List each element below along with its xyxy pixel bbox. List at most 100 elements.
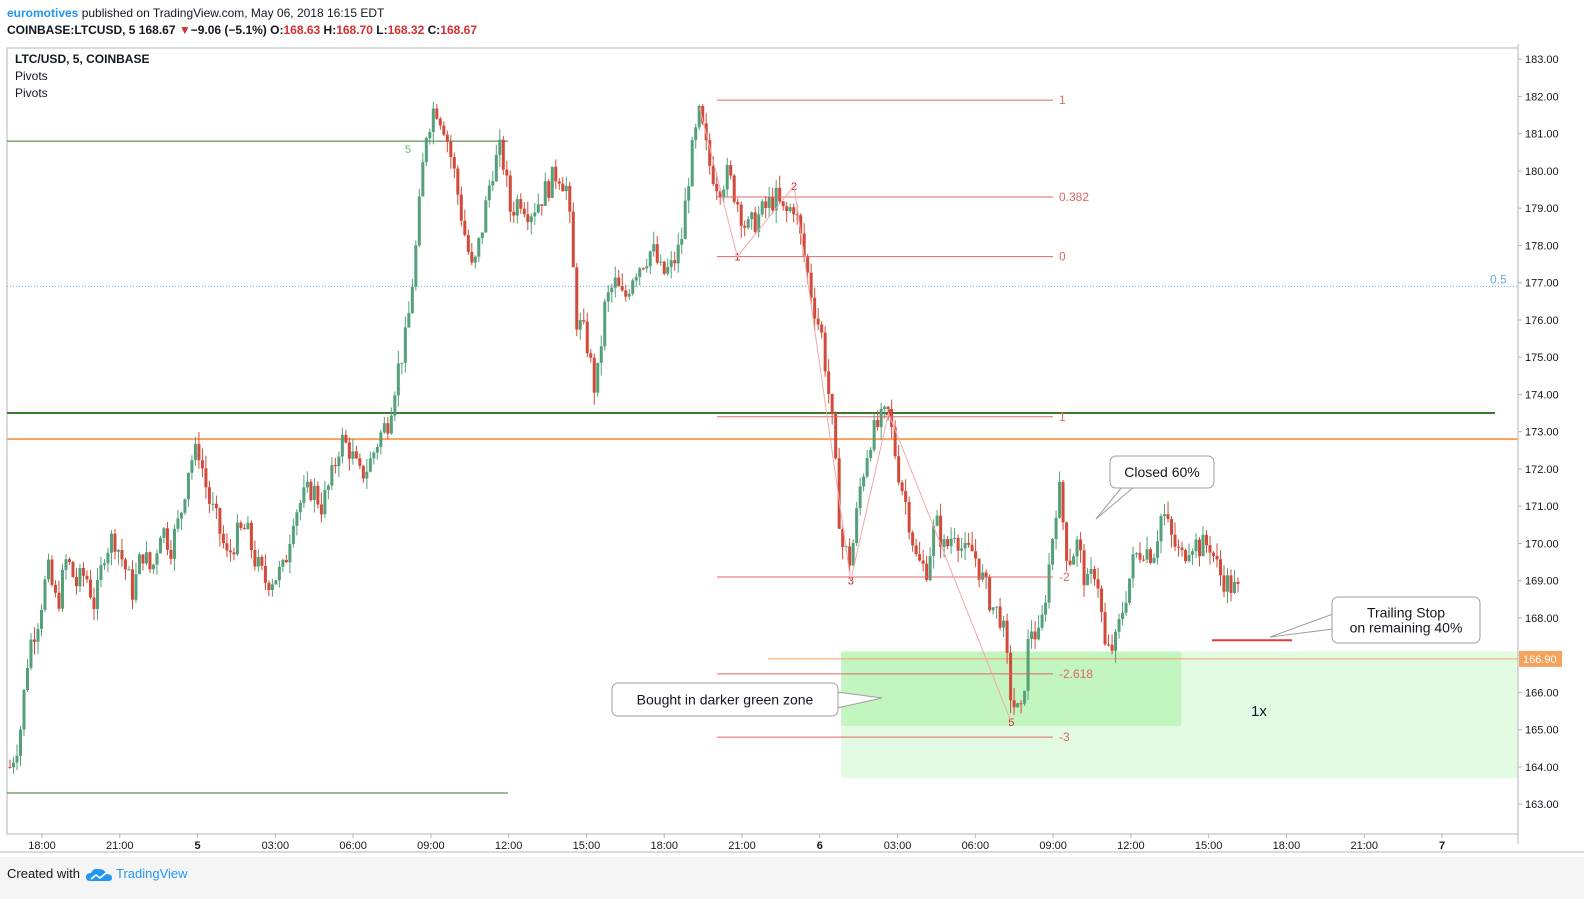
price-tick-label: 163.00	[1525, 799, 1559, 811]
time-tick-label: 6	[817, 840, 823, 852]
callout-trailing-stop-text: Trailing Stop	[1367, 604, 1445, 620]
candle-body	[792, 207, 796, 215]
candle-body	[729, 165, 733, 176]
candle-body	[816, 318, 820, 325]
price-tick-label: 180.00	[1525, 166, 1559, 178]
candle-body	[690, 140, 694, 187]
candle-body	[498, 139, 502, 155]
price-tick-label: 169.00	[1525, 576, 1559, 588]
candle-body	[806, 256, 810, 273]
candle-body	[708, 140, 712, 166]
candle-body	[25, 667, 29, 690]
candle-body	[872, 419, 876, 450]
candle-body	[631, 280, 635, 294]
price-axis[interactable]	[1519, 44, 1584, 857]
price-tick-label: 182.00	[1525, 91, 1559, 103]
price-tick-label: 173.00	[1525, 427, 1559, 439]
candle-body	[554, 166, 558, 182]
fib-extension-2-label: -3	[1059, 730, 1070, 744]
candle-body	[1030, 631, 1034, 640]
candle-body	[949, 538, 953, 547]
candle-body	[1198, 539, 1202, 557]
open-value: 168.63	[283, 23, 321, 37]
callout-trailing-stop-text: on remaining 40%	[1350, 620, 1463, 636]
candle-body	[421, 162, 425, 197]
candle-body	[897, 456, 901, 483]
candle-body	[862, 476, 866, 487]
candle-body	[176, 518, 180, 529]
candle-body	[1117, 618, 1121, 632]
candle-body	[74, 577, 78, 587]
candle-body	[883, 406, 887, 410]
candle-body	[407, 313, 411, 328]
candle-body	[358, 458, 362, 466]
candle-body	[746, 219, 750, 228]
candle-body	[620, 286, 624, 291]
candle-body	[95, 580, 99, 610]
candle-body	[1145, 549, 1149, 560]
callout-trailing-stop-box[interactable]	[1331, 596, 1481, 644]
legend-indicator-2[interactable]: Pivots	[15, 86, 48, 100]
candle-body	[158, 537, 162, 554]
candle-body	[71, 562, 75, 578]
price-tick-label: 175.00	[1525, 352, 1559, 364]
candle-body	[876, 419, 880, 428]
tradingview-link[interactable]: TradingView	[116, 866, 188, 881]
candle-body	[753, 212, 757, 232]
candle-body	[1002, 620, 1006, 628]
candle-body	[1044, 602, 1048, 615]
candle-body	[452, 157, 456, 169]
callout-closed-box[interactable]	[1109, 455, 1215, 489]
candle-body	[1075, 539, 1079, 557]
candle-body	[568, 185, 572, 212]
candle-body	[246, 522, 250, 530]
candle-body	[977, 558, 981, 580]
candle-body	[134, 574, 138, 600]
candle-body	[43, 579, 47, 610]
time-tick-label: 15:00	[573, 840, 601, 852]
candle-body	[795, 214, 799, 216]
candle-body	[592, 357, 596, 393]
price-tick-label: 166.00	[1525, 687, 1559, 699]
candle-body	[704, 123, 708, 141]
candle-body	[785, 206, 789, 212]
candle-body	[123, 559, 127, 570]
candle-body	[732, 175, 736, 202]
candle-body	[1138, 553, 1142, 560]
candle-body	[1194, 539, 1198, 552]
symbol-label: COINBASE:LTCUSD, 5	[7, 23, 136, 37]
candle-body	[102, 563, 106, 566]
candle-body	[267, 582, 271, 590]
candle-body	[1005, 620, 1009, 653]
callout-bought-box[interactable]	[611, 682, 839, 717]
candle-body	[505, 169, 509, 176]
candle-body	[148, 552, 152, 570]
time-tick-label: 06:00	[339, 840, 367, 852]
candle-body	[827, 371, 831, 394]
fib-retracement-1-label: 1	[1059, 93, 1066, 107]
candle-body	[774, 187, 778, 211]
candle-body	[8, 766, 12, 768]
candle-body	[606, 292, 610, 302]
legend-indicator-1[interactable]: Pivots	[15, 69, 48, 83]
chart-header: euromotives published on TradingView.com…	[0, 0, 1584, 44]
candle-body	[533, 212, 537, 217]
candle-body	[165, 528, 169, 550]
candle-body	[830, 393, 834, 414]
fib-retracement-1-label: 0.382	[1059, 190, 1089, 204]
candle-body	[277, 566, 281, 581]
candle-body	[218, 508, 222, 534]
candle-body	[186, 472, 190, 500]
candle-body	[221, 533, 225, 544]
candle-body	[515, 199, 519, 216]
candle-body	[1026, 639, 1030, 691]
candle-body	[694, 127, 698, 141]
author-link[interactable]: euromotives	[7, 6, 79, 20]
candle-body	[400, 362, 404, 364]
time-tick-label: 09:00	[1039, 840, 1067, 852]
candle-body	[403, 327, 407, 363]
candle-body	[841, 528, 845, 547]
candle-body	[802, 233, 806, 257]
candle-body	[379, 432, 383, 448]
